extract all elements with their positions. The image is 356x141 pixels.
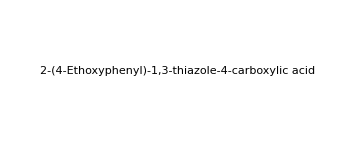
Text: 2-(4-Ethoxyphenyl)-1,3-thiazole-4-carboxylic acid: 2-(4-Ethoxyphenyl)-1,3-thiazole-4-carbox…: [41, 66, 315, 75]
